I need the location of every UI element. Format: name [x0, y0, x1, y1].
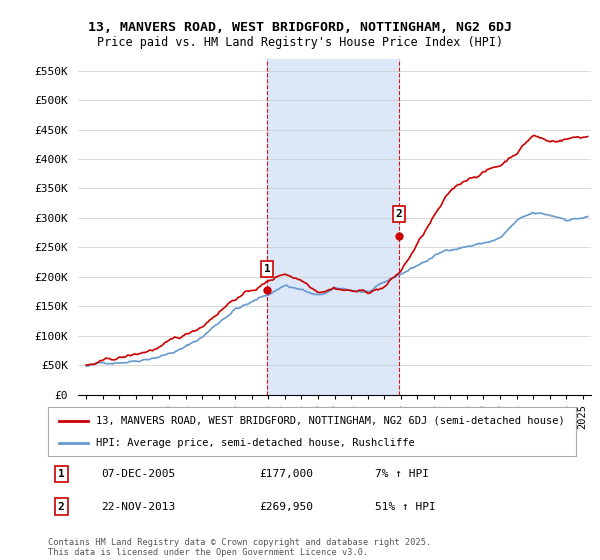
Text: £269,950: £269,950 [259, 502, 313, 511]
Text: 7% ↑ HPI: 7% ↑ HPI [376, 469, 430, 479]
Text: 2: 2 [395, 209, 403, 219]
Text: 2: 2 [58, 502, 65, 511]
Text: 13, MANVERS ROAD, WEST BRIDGFORD, NOTTINGHAM, NG2 6DJ (semi-detached house): 13, MANVERS ROAD, WEST BRIDGFORD, NOTTIN… [95, 416, 564, 426]
Text: 22-NOV-2013: 22-NOV-2013 [101, 502, 175, 511]
Text: 1: 1 [58, 469, 65, 479]
Text: £177,000: £177,000 [259, 469, 313, 479]
Text: Price paid vs. HM Land Registry's House Price Index (HPI): Price paid vs. HM Land Registry's House … [97, 36, 503, 49]
Text: 13, MANVERS ROAD, WEST BRIDGFORD, NOTTINGHAM, NG2 6DJ: 13, MANVERS ROAD, WEST BRIDGFORD, NOTTIN… [88, 21, 512, 34]
Bar [267, 59, 399, 395]
Text: HPI: Average price, semi-detached house, Rushcliffe: HPI: Average price, semi-detached house,… [95, 437, 414, 447]
Text: 1: 1 [263, 264, 271, 274]
Text: Contains HM Land Registry data © Crown copyright and database right 2025.
This d: Contains HM Land Registry data © Crown c… [48, 538, 431, 557]
Text: 51% ↑ HPI: 51% ↑ HPI [376, 502, 436, 511]
Text: 07-DEC-2005: 07-DEC-2005 [101, 469, 175, 479]
